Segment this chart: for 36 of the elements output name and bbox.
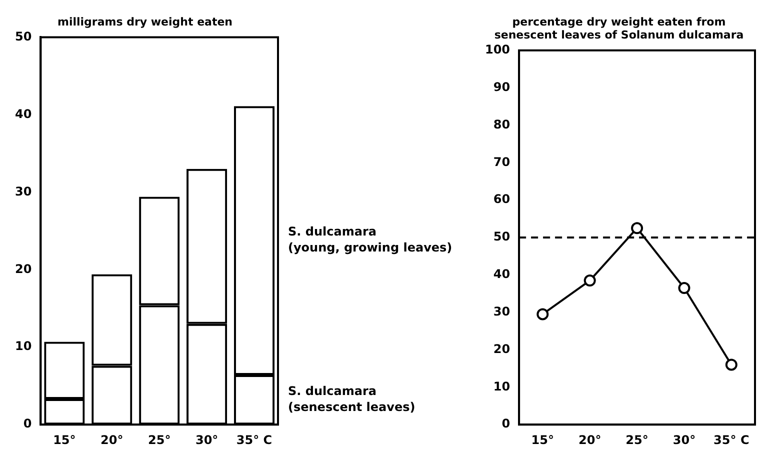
x-tick-label: 25° bbox=[626, 432, 648, 447]
y-tick-label: 80 bbox=[493, 117, 510, 132]
x-tick-label: 30° bbox=[195, 432, 218, 447]
x-tick-label: 20° bbox=[578, 432, 602, 447]
y-tick-label: 30 bbox=[14, 184, 32, 198]
x-tick-label: 35° C bbox=[714, 432, 750, 447]
y-tick-label: 0 bbox=[502, 416, 510, 431]
y-tick-label: 70 bbox=[493, 154, 510, 169]
y-tick-label: 10 bbox=[14, 339, 32, 354]
x-tick-label: 20° bbox=[100, 432, 124, 447]
y-tick-label: 40 bbox=[493, 267, 510, 282]
point bbox=[536, 308, 549, 320]
point bbox=[725, 358, 738, 371]
y-tick-label: 50 bbox=[493, 230, 510, 244]
y-tick-label: 20 bbox=[493, 342, 510, 356]
y-tick-label: 30 bbox=[493, 304, 510, 318]
y-tick-label: 0 bbox=[23, 416, 32, 431]
y-tick-label: 90 bbox=[493, 80, 510, 94]
point bbox=[678, 282, 690, 294]
y-tick-label: 60 bbox=[493, 192, 510, 206]
series-label: S. dulcamara (senescent leaves) bbox=[288, 384, 416, 414]
chart-title: milligrams dry weight eaten bbox=[57, 15, 233, 28]
x-tick-label: 30° bbox=[672, 432, 696, 447]
y-tick-label: 10 bbox=[493, 379, 510, 394]
x-tick-label: 15° bbox=[53, 432, 76, 447]
point bbox=[584, 274, 596, 287]
x-tick-label: 35° C bbox=[236, 432, 272, 447]
chart-title: percentage dry weight eaten from senescent leaves of Solanum dulcamara bbox=[494, 15, 744, 42]
point bbox=[631, 222, 644, 234]
y-tick-label: 20 bbox=[14, 262, 32, 276]
series-label: S. dulcamara (young, growing leaves) bbox=[288, 224, 452, 255]
x-tick-label: 25° bbox=[148, 432, 171, 447]
y-tick-label: 50 bbox=[14, 29, 32, 44]
x-tick-label: 15° bbox=[531, 432, 554, 447]
y-tick-label: 40 bbox=[14, 106, 32, 121]
y-tick-label: 100 bbox=[484, 42, 510, 57]
